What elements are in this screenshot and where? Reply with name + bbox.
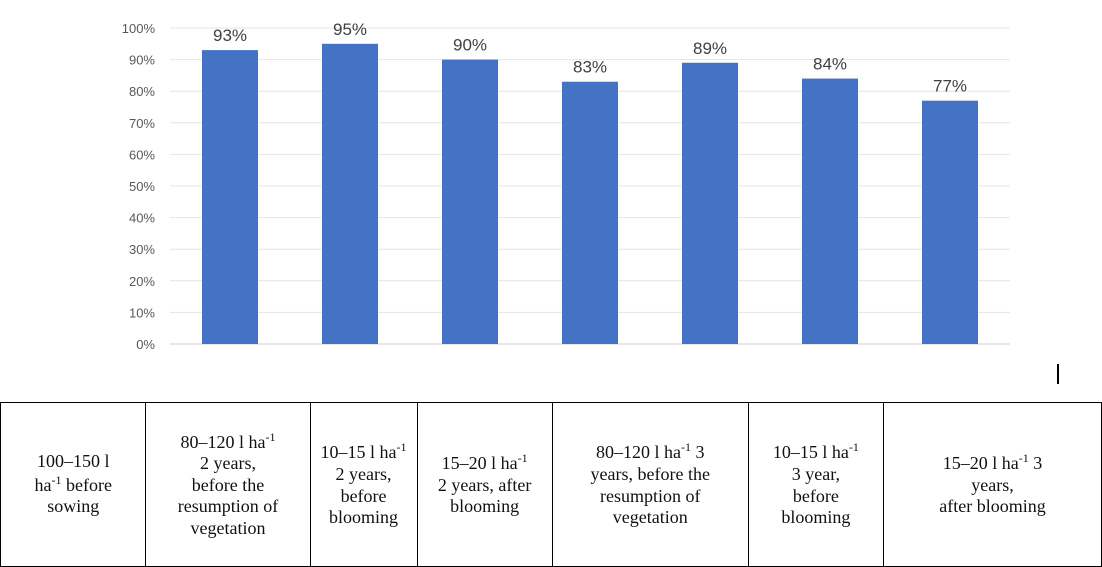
- bar: [562, 81, 618, 344]
- category-line: 2 years,: [200, 453, 257, 474]
- bars: [202, 43, 978, 345]
- bar-data-label: 84%: [813, 55, 847, 74]
- category-line: 15–20 l ha-1 3: [942, 451, 1043, 474]
- category-line: ha-1 before: [34, 472, 112, 495]
- text-cursor-mark: [1057, 364, 1059, 384]
- category-cell: 10–15 l ha-1 3 year, before blooming: [747, 402, 884, 567]
- bar: [202, 50, 258, 345]
- bar-data-label: 89%: [693, 39, 727, 58]
- bar-data-label: 95%: [333, 20, 367, 39]
- y-tick-label: 20%: [129, 274, 155, 289]
- category-line: before: [792, 485, 839, 506]
- category-line: 2 years, after: [437, 474, 532, 495]
- bar-data-label: 83%: [573, 58, 607, 77]
- category-line: 10–15 l ha-1: [320, 440, 407, 463]
- category-line: sowing: [47, 496, 100, 517]
- category-cell: 15–20 l ha-1 3 years, after blooming: [882, 402, 1102, 567]
- category-line: after blooming: [939, 496, 1046, 517]
- bar: [442, 59, 498, 344]
- y-axis-tick-labels: 0% 10% 20% 30% 40% 50% 60% 70% 80% 90% 100%: [122, 21, 156, 352]
- category-line: 80–120 l ha-1: [180, 429, 276, 452]
- category-line: blooming: [781, 507, 851, 528]
- y-tick-label: 0%: [136, 337, 155, 352]
- category-line: before the: [191, 474, 265, 495]
- category-line: blooming: [329, 507, 399, 528]
- category-line: 2 years,: [335, 463, 392, 484]
- y-tick-label: 100%: [122, 21, 156, 36]
- bar: [802, 78, 858, 344]
- category-line: resumption of: [599, 485, 701, 506]
- bar: [682, 62, 738, 344]
- y-tick-label: 70%: [129, 116, 155, 131]
- category-line: vegetation: [612, 507, 688, 528]
- bar: [322, 43, 378, 345]
- category-table: 100–150 l ha-1 before sowing 80–120 l ha-1 2…: [0, 402, 1102, 567]
- y-tick-label: 10%: [129, 305, 155, 320]
- y-tick-label: 80%: [129, 84, 155, 99]
- bar-chart: 0% 10% 20% 30% 40% 50% 60% 70% 80% 90% 100% 93% 95%…: [122, 20, 1010, 352]
- category-line: vegetation: [190, 517, 266, 538]
- category-cell: 80–120 l ha-1 3 years, before the resumpti…: [551, 402, 749, 567]
- data-labels: 93% 95% 90% 83% 89% 84% 77%: [213, 20, 967, 96]
- bar-data-label: 90%: [453, 36, 487, 55]
- y-tick-label: 50%: [129, 179, 155, 194]
- category-line: resumption of: [177, 496, 279, 517]
- y-tick-label: 90%: [129, 53, 155, 68]
- bar-data-label: 93%: [213, 26, 247, 45]
- category-line: 10–15 l ha-1: [772, 440, 859, 463]
- category-cell: 80–120 l ha-1 2 years, before the resumptio…: [145, 402, 311, 567]
- y-tick-label: 40%: [129, 211, 155, 226]
- category-cell: 10–15 l ha-1 2 years, before blooming: [309, 402, 418, 567]
- category-line: 80–120 l ha-1 3: [595, 440, 705, 463]
- category-cell: 100–150 l ha-1 before sowing: [0, 402, 147, 567]
- category-row: 100–150 l ha-1 before sowing 80–120 l ha-1 2…: [0, 402, 1102, 567]
- category-cell: 15–20 l ha-1 2 years, after blooming: [416, 402, 553, 567]
- y-tick-label: 30%: [129, 242, 155, 257]
- category-line: years,: [971, 474, 1014, 495]
- category-line: 3 year,: [791, 463, 841, 484]
- bar-data-label: 77%: [933, 77, 967, 96]
- bar: [922, 100, 978, 345]
- category-line: 100–150 l: [36, 451, 110, 472]
- category-line: blooming: [450, 496, 520, 517]
- y-tick-label: 60%: [129, 147, 155, 162]
- category-line: 15–20 l ha-1: [441, 451, 528, 474]
- category-line: years, before the: [590, 463, 710, 484]
- category-line: before: [340, 485, 387, 506]
